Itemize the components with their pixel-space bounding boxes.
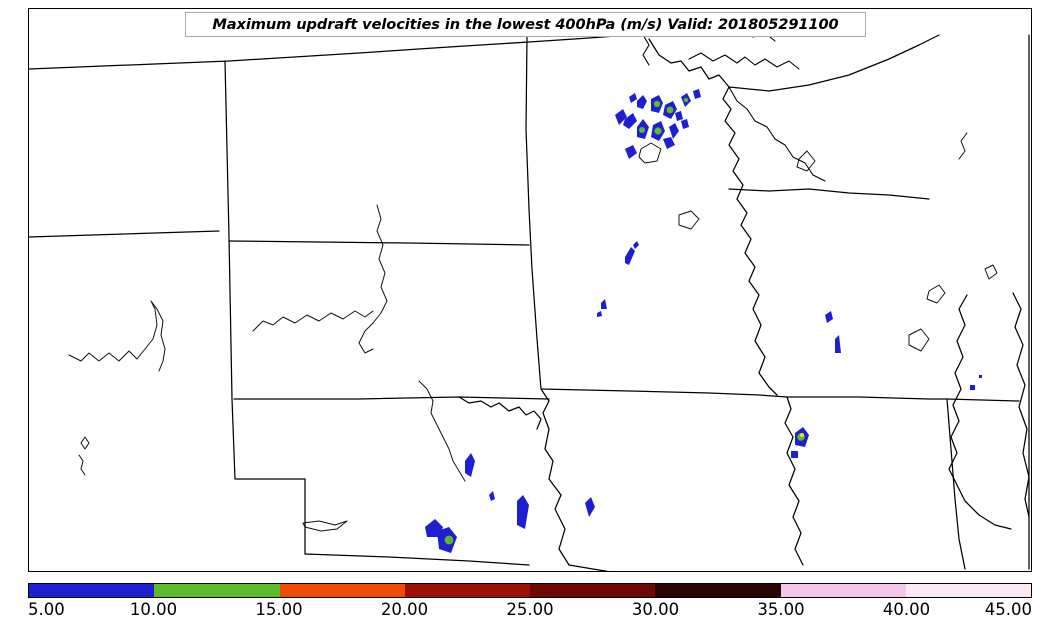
- colorbar-segment-2: [279, 584, 405, 597]
- map-geography: [29, 22, 1030, 571]
- colorbar-segment-6: [780, 584, 906, 597]
- colorbar-segment-5: [655, 584, 781, 597]
- colorbar-tick-15-00: 15.00: [255, 600, 303, 619]
- state-borders: [29, 34, 1030, 571]
- colorbar-tick-45-00: 45.00: [984, 600, 1032, 619]
- colorbar-segment-4: [530, 584, 656, 597]
- colorbar-segment-1: [154, 584, 280, 597]
- colorbar-segment-0: [29, 584, 155, 597]
- plot-title-box: Maximum updraft velocities in the lowest…: [185, 12, 866, 37]
- updraft-cells-plains: [425, 453, 595, 553]
- updraft-cells-lake-michigan: [970, 375, 982, 390]
- updraft-cells-illinois: [791, 427, 809, 458]
- colorbar-tick-25-00: 25.00: [506, 600, 554, 619]
- colorbar-segment-3: [404, 584, 530, 597]
- colorbar-tick-20-00: 20.00: [380, 600, 429, 619]
- rivers-and-lakes: [68, 132, 998, 532]
- colorbar-segment-7: [905, 584, 1031, 597]
- updraft-cells-northern: [629, 89, 701, 121]
- colorbar-tick-40-00: 40.00: [882, 600, 931, 619]
- colorbar-tick-10-00: 10.00: [129, 600, 178, 619]
- colorbar-tick-30-00: 30.00: [631, 600, 680, 619]
- colorbar-tick-35-00: 35.00: [757, 600, 805, 619]
- map-panel: [28, 8, 1032, 572]
- colorbar: [28, 583, 1032, 598]
- colorbar-tick-5-00: 5.00: [28, 600, 65, 619]
- updraft-cells-iowa: [597, 241, 841, 353]
- page-title: Maximum updraft velocities in the lowest…: [212, 16, 839, 33]
- updraft-cells-central: [615, 109, 689, 159]
- colorbar-tick-labels: 5.00 10.00 15.00 20.00 25.00 30.00 35.00 40.00 4…: [0, 600, 1060, 626]
